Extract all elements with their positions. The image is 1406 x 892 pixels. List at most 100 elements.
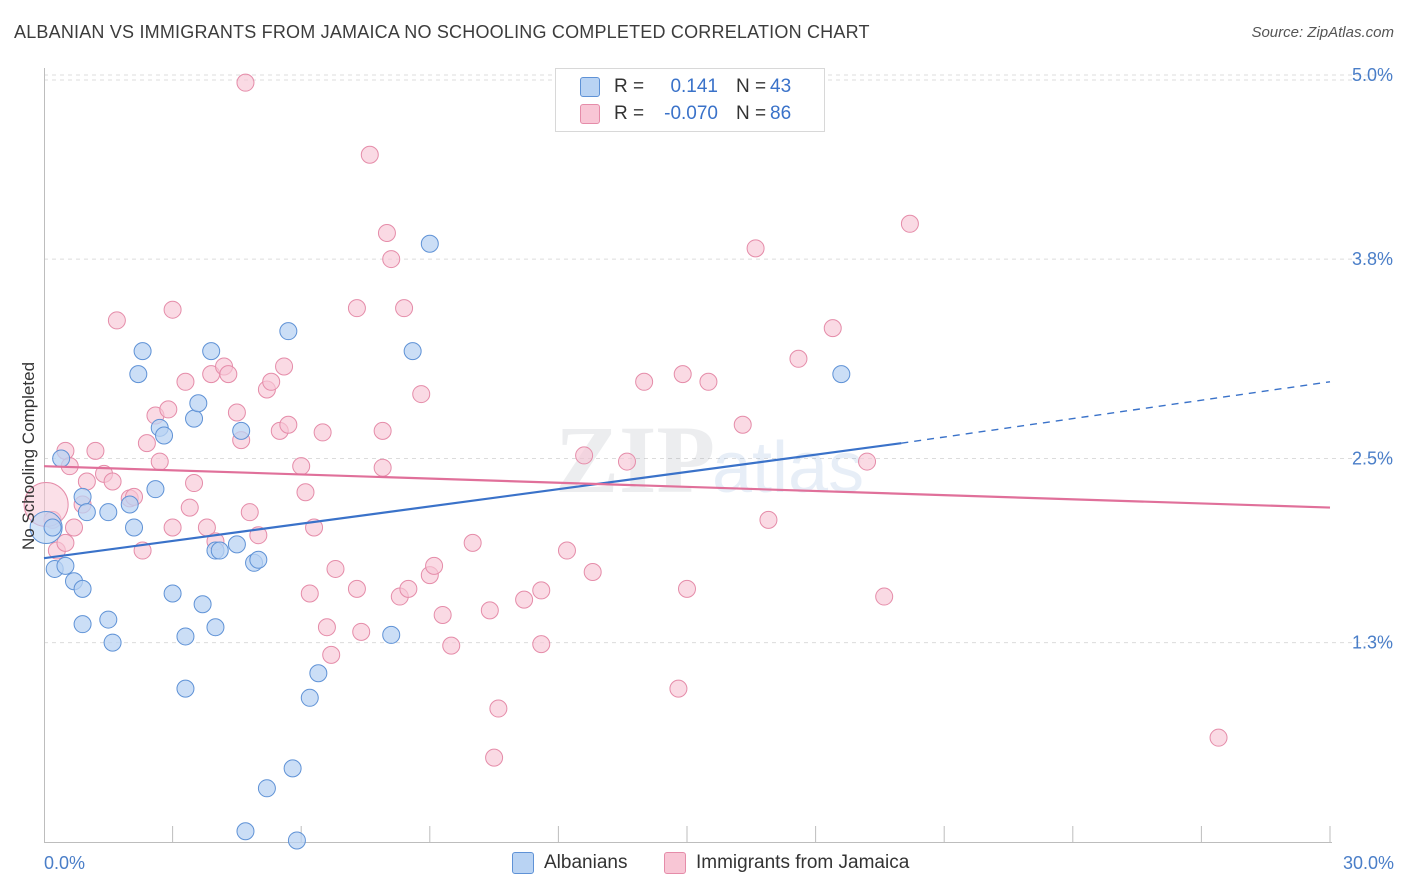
- albanian-point-8: [77, 503, 96, 522]
- jamaica-point-7: [77, 472, 96, 491]
- jamaica-point-70: [557, 541, 576, 560]
- jamaica-point-35: [262, 372, 281, 391]
- albanian-point-43: [832, 365, 851, 384]
- albanian-point-14: [129, 365, 148, 384]
- jamaica-trend-line: [43, 465, 1331, 509]
- chart-title: ALBANIAN VS IMMIGRANTS FROM JAMAICA NO S…: [14, 22, 870, 42]
- r-label: R =: [614, 76, 645, 97]
- jamaica-point-38: [279, 415, 298, 434]
- jamaica-point-79: [733, 415, 752, 434]
- x-tick-label-0: 0.0%: [44, 853, 85, 873]
- jamaica-point-85: [875, 587, 894, 606]
- albanian-point-33: [249, 550, 268, 569]
- albanian-point-0: [43, 518, 62, 537]
- jamaica-point-32: [240, 503, 259, 522]
- jamaica-point-60: [425, 556, 444, 575]
- albanian-point-21: [176, 627, 195, 646]
- jamaica-point-37: [275, 357, 294, 376]
- r-value: -0.070: [664, 103, 718, 124]
- albanian-point-25: [202, 342, 221, 361]
- jamaica-point-83: [823, 319, 842, 338]
- albanian-point-20: [176, 679, 195, 698]
- x-tick-label-30: 30.0%: [1343, 853, 1394, 873]
- albanian-point-23: [189, 394, 208, 413]
- albanian-point-26: [206, 618, 225, 637]
- jamaica-point-15: [137, 434, 156, 453]
- jamaica-point-66: [489, 699, 508, 718]
- x-ticks: [172, 826, 1331, 842]
- albanian-point-10: [99, 503, 118, 522]
- jamaica-point-41: [300, 584, 319, 603]
- jamaica-point-82: [789, 349, 808, 368]
- albanian-point-34: [257, 779, 276, 798]
- jamaica-point-81: [759, 510, 778, 529]
- albanian-point-7: [73, 615, 92, 634]
- jamaica-point-54: [382, 250, 401, 269]
- jamaica-point-75: [669, 679, 688, 698]
- albanian-point-28: [210, 541, 229, 560]
- albanian-point-31: [236, 822, 255, 841]
- legend-row-jamaica: R = -0.070 N = 86: [580, 100, 791, 128]
- jamaica-point-21: [176, 372, 195, 391]
- albanian-point-6: [73, 487, 92, 506]
- jamaica-point-43: [313, 423, 332, 442]
- jamaica-point-73: [617, 452, 636, 471]
- grid-lines: [44, 74, 1390, 644]
- albanians-swatch: [580, 77, 600, 97]
- jamaica-point-67: [515, 590, 534, 609]
- jamaica-point-49: [352, 622, 371, 641]
- albanian-point-13: [125, 518, 144, 537]
- jamaica-point-5: [65, 518, 84, 537]
- albanian-point-5: [73, 579, 92, 598]
- jamaica-point-87: [1209, 728, 1228, 747]
- jamaica-point-74: [635, 372, 654, 391]
- jamaica-point-51: [373, 421, 392, 440]
- jamaica-point-19: [163, 300, 182, 319]
- y-tick-label-0: 1.3%: [1352, 633, 1393, 653]
- jamaica-point-31: [236, 73, 255, 92]
- n-label: N =: [736, 76, 767, 97]
- legend-row-albanians: R = 0.141 N = 43: [580, 73, 791, 101]
- jamaica-point-63: [463, 533, 482, 552]
- jamaica-point-77: [678, 579, 696, 598]
- jamaica-point-52: [373, 458, 392, 477]
- jamaica-point-53: [377, 223, 396, 242]
- y-tick-label-3: 5.0%: [1352, 65, 1393, 85]
- jamaica-point-50: [360, 145, 379, 164]
- albanian-point-30: [232, 421, 251, 440]
- jamaica-point-72: [583, 563, 602, 582]
- albanian-point-18: [155, 426, 174, 445]
- n-label: N =: [736, 103, 767, 124]
- jamaica-point-20: [163, 518, 182, 537]
- y-tick-labels: 1.3% 2.5% 3.8% 5.0%: [1352, 65, 1393, 653]
- jamaica-point-17: [150, 452, 169, 471]
- albanian-point-35: [279, 322, 298, 341]
- jamaica-point-64: [480, 601, 499, 620]
- albanians-legend-swatch: [512, 852, 534, 874]
- albanian-trend-extension: [901, 381, 1331, 444]
- albanian-point-22: [185, 409, 204, 428]
- jamaica-point-11: [107, 311, 126, 330]
- jamaica-point-61: [433, 605, 452, 624]
- r-label: R =: [614, 103, 645, 124]
- y-tick-label-1: 2.5%: [1352, 448, 1393, 468]
- jamaica-point-39: [292, 457, 311, 476]
- jamaica-point-76: [673, 365, 692, 384]
- albanian-trend-line: [43, 442, 902, 560]
- stats-legend: R = 0.141 N = 43 R = -0.070 N = 86: [555, 68, 825, 132]
- chart-source: Source: ZipAtlas.com: [1251, 24, 1394, 41]
- albanian-point-9: [99, 610, 118, 629]
- jamaica-point-56: [395, 299, 414, 318]
- trend-lines: [43, 381, 1331, 560]
- albanian-point-39: [309, 664, 328, 683]
- jamaica-point-46: [326, 559, 345, 578]
- jamaica-point-48: [347, 299, 366, 318]
- svg-text:atlas: atlas: [712, 428, 864, 508]
- albanian-points: [29, 234, 851, 850]
- jamaica-point-2: [56, 533, 75, 552]
- r-value: 0.141: [670, 76, 718, 97]
- albanian-point-16: [146, 480, 165, 499]
- albanian-point-12: [120, 495, 139, 514]
- albanian-point-42: [420, 234, 439, 253]
